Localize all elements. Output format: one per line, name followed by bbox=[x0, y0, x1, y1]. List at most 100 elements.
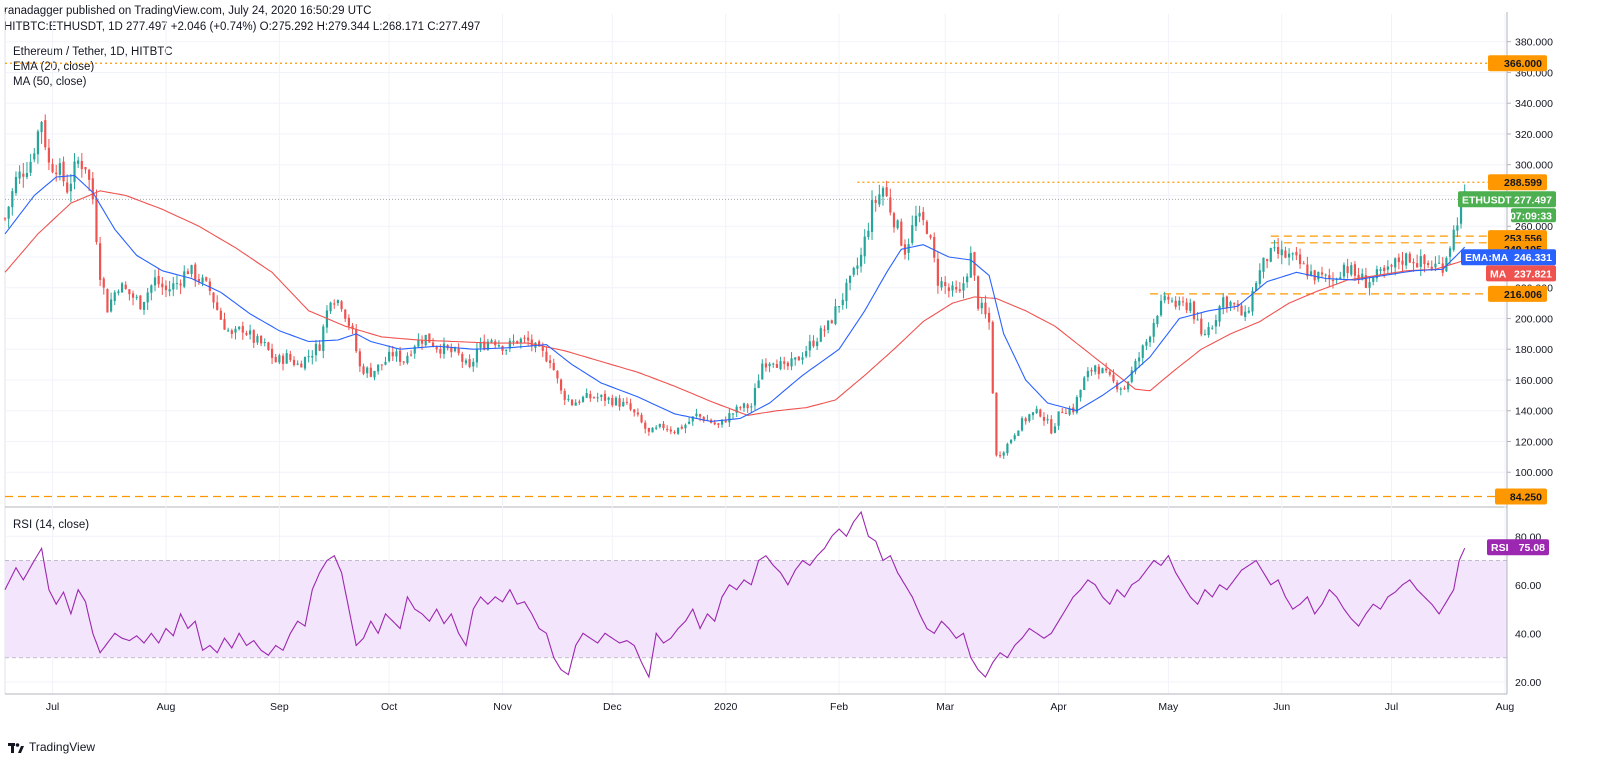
candle bbox=[922, 207, 925, 226]
time-tick-label: Jun bbox=[1273, 701, 1290, 713]
candle-body bbox=[1105, 368, 1108, 371]
candle-body bbox=[1434, 263, 1437, 268]
candle-body bbox=[435, 346, 438, 350]
candle bbox=[1050, 415, 1053, 435]
candle bbox=[1262, 257, 1265, 279]
candle bbox=[1170, 297, 1174, 303]
candle bbox=[969, 246, 972, 278]
candle bbox=[717, 422, 720, 428]
candle bbox=[955, 280, 958, 293]
candle bbox=[1130, 366, 1133, 384]
candle bbox=[834, 298, 837, 326]
last-name: ETHUSDT bbox=[1462, 194, 1512, 206]
candle bbox=[175, 275, 179, 290]
candle bbox=[827, 320, 830, 334]
footer-brand: TradingView bbox=[29, 740, 96, 754]
candle-body bbox=[936, 258, 939, 286]
candle-body bbox=[1222, 297, 1225, 308]
candle-body bbox=[914, 215, 918, 227]
candle-body bbox=[1394, 258, 1397, 268]
candle bbox=[998, 451, 1002, 458]
time-tick-label: Mar bbox=[936, 701, 955, 713]
candle-body bbox=[1251, 290, 1254, 312]
label-288: 288.599 bbox=[1488, 174, 1547, 191]
candle-body bbox=[1207, 327, 1210, 336]
candle bbox=[1211, 325, 1214, 330]
candle-body bbox=[1061, 412, 1064, 414]
label-216-bg bbox=[1488, 285, 1547, 302]
candle-body bbox=[1379, 269, 1382, 271]
ma-legend[interactable]: MA (50, close) bbox=[13, 76, 87, 88]
candle-body bbox=[285, 353, 288, 364]
candle-body bbox=[40, 121, 43, 133]
candle-body bbox=[391, 352, 394, 357]
candle-body bbox=[1145, 341, 1148, 346]
candle bbox=[501, 345, 504, 355]
candle bbox=[1427, 260, 1430, 269]
candle-body bbox=[25, 172, 29, 177]
candle bbox=[292, 356, 296, 367]
candle-body bbox=[1233, 303, 1236, 305]
candle bbox=[40, 120, 43, 144]
candle bbox=[241, 321, 244, 340]
candle-body bbox=[786, 362, 789, 367]
candle bbox=[263, 338, 266, 347]
candle-body bbox=[1375, 269, 1378, 279]
candle-body bbox=[1112, 374, 1115, 382]
candle-body bbox=[538, 341, 541, 347]
candle-body bbox=[867, 230, 870, 238]
candle bbox=[1342, 262, 1346, 281]
candle-body bbox=[486, 341, 490, 350]
candle bbox=[900, 218, 903, 247]
candle bbox=[1416, 254, 1419, 268]
candle bbox=[874, 196, 877, 212]
candle bbox=[84, 166, 87, 174]
candle-body bbox=[1291, 253, 1294, 255]
ema-legend[interactable]: EMA (20, close) bbox=[13, 61, 95, 73]
candle-body bbox=[859, 254, 863, 267]
candle bbox=[1225, 295, 1228, 313]
candle-body bbox=[1244, 311, 1247, 317]
candle-body bbox=[1035, 408, 1038, 414]
candle-body bbox=[739, 407, 742, 409]
candle bbox=[903, 239, 907, 260]
ema-line bbox=[4, 174, 1466, 423]
candle-body bbox=[318, 344, 321, 351]
time-tick-label: Dec bbox=[603, 701, 622, 713]
label-366-bg bbox=[1488, 55, 1547, 72]
candle bbox=[109, 292, 113, 313]
candle-body bbox=[33, 153, 36, 160]
candle-body bbox=[475, 348, 479, 363]
candle-body bbox=[527, 337, 530, 341]
candle bbox=[1386, 260, 1389, 274]
candle bbox=[1269, 247, 1272, 263]
candle-body bbox=[808, 341, 811, 351]
candle-body bbox=[541, 347, 544, 351]
candle bbox=[889, 188, 892, 216]
candle bbox=[1214, 314, 1218, 335]
candle bbox=[117, 289, 120, 296]
candle-body bbox=[483, 341, 486, 350]
candle-body bbox=[1174, 300, 1177, 307]
candle bbox=[1203, 329, 1207, 336]
candle bbox=[918, 205, 921, 223]
candle bbox=[545, 346, 548, 363]
candle-body bbox=[977, 276, 980, 309]
price-chart[interactable]: 100.000 120.000 140.000 160.000 180.000 200.0… bbox=[0, 0, 1600, 740]
candle bbox=[859, 247, 863, 273]
candle-body bbox=[109, 299, 113, 312]
candle bbox=[1152, 318, 1155, 343]
candle-body bbox=[848, 275, 852, 283]
candle bbox=[1079, 389, 1082, 402]
price-tick-label: 320.000 bbox=[1515, 129, 1553, 141]
candle-body bbox=[281, 355, 285, 364]
candle bbox=[150, 284, 153, 301]
candle-body bbox=[903, 244, 907, 255]
rsi-title[interactable]: RSI (14, close) bbox=[13, 519, 90, 531]
candle-body bbox=[900, 221, 903, 246]
candle bbox=[216, 295, 219, 311]
candle-body bbox=[724, 419, 727, 423]
price-tick-label: 200.000 bbox=[1515, 313, 1553, 325]
candle-body bbox=[358, 351, 361, 367]
candle-body bbox=[36, 131, 40, 155]
